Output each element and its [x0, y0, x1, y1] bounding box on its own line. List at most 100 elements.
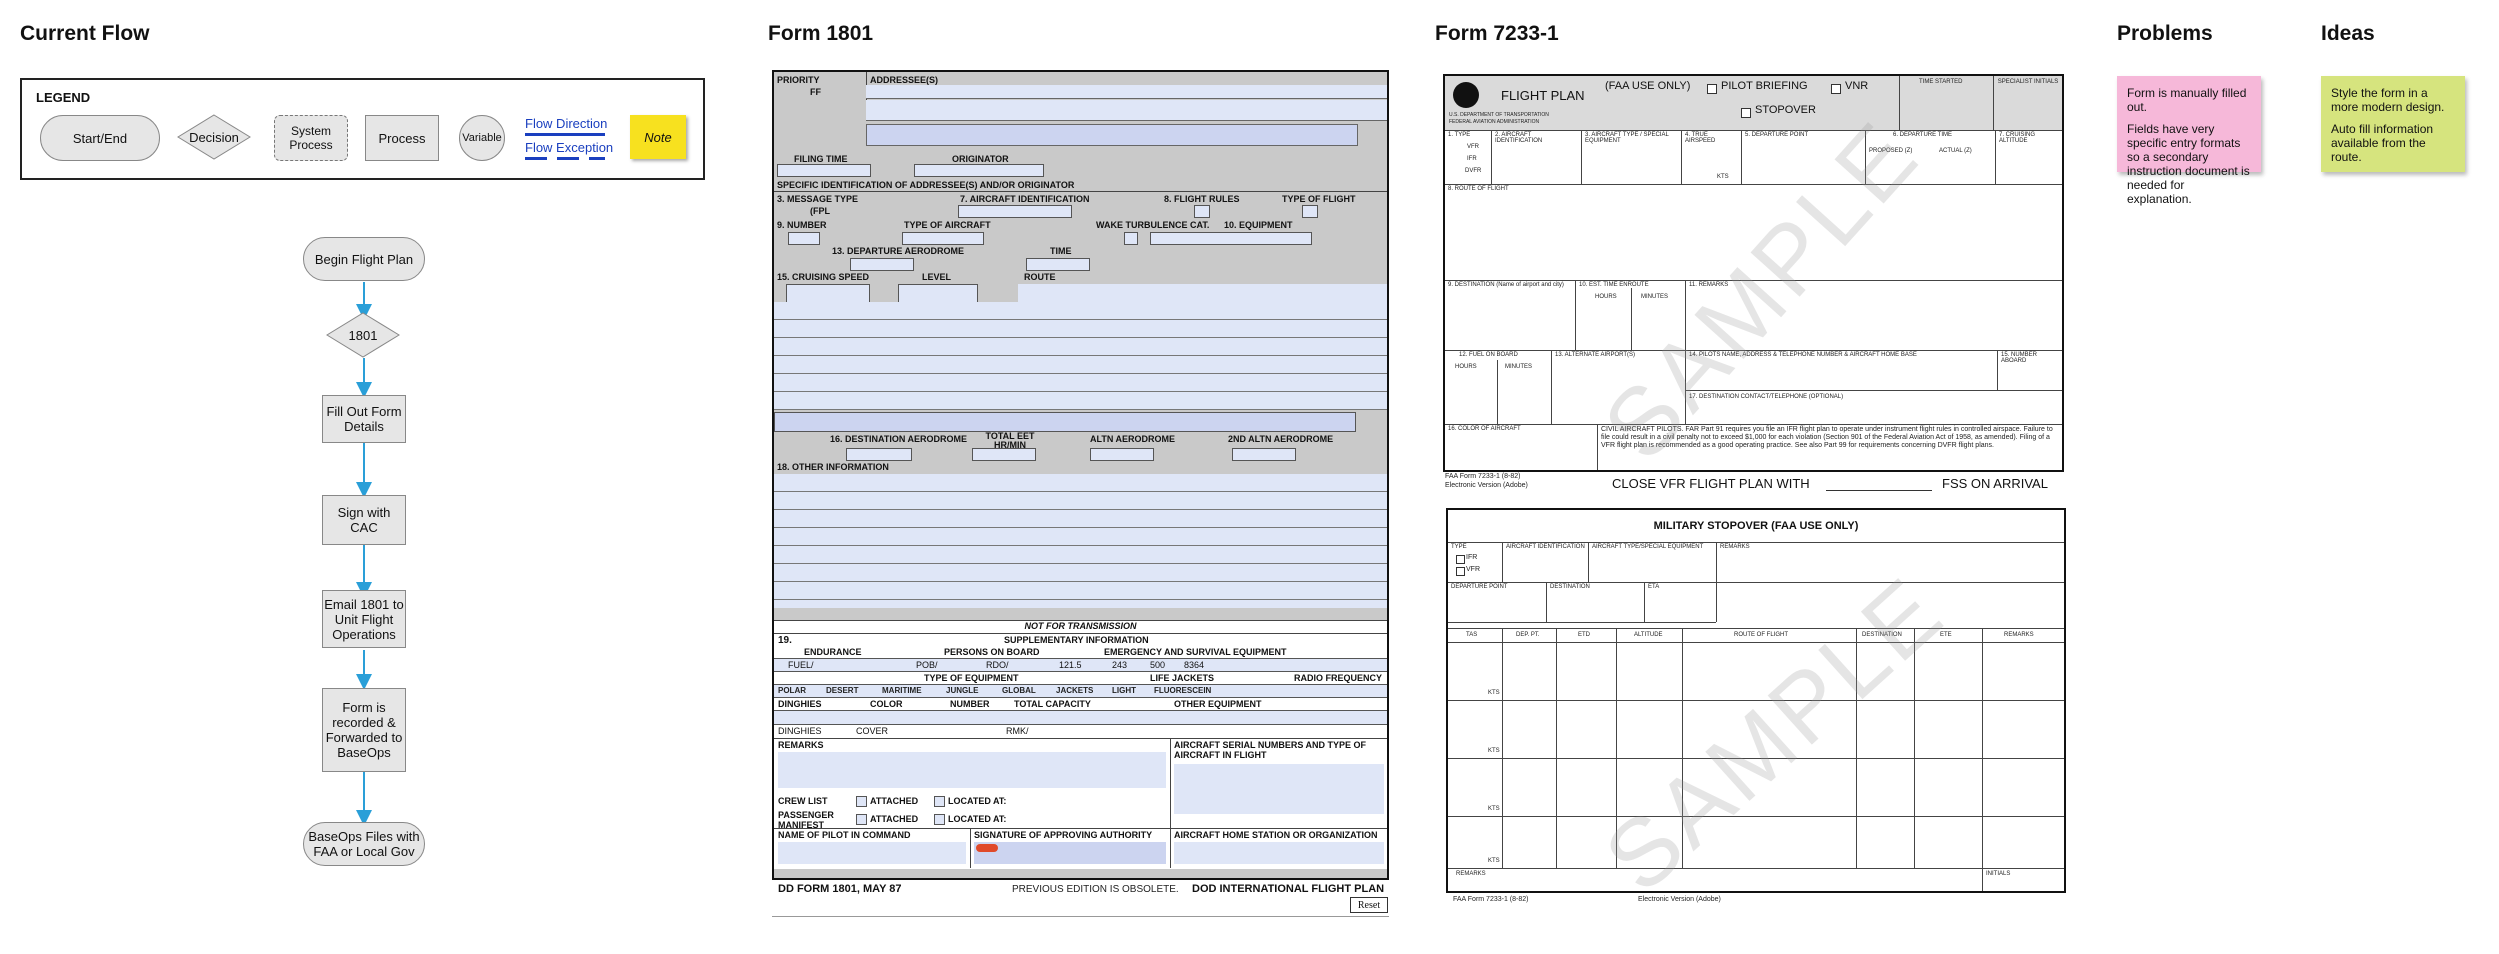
- f1-signature-input[interactable]: [974, 842, 1166, 864]
- f2-aircraft-ident: 2. AIRCRAFT IDENTIFICATION: [1495, 132, 1543, 144]
- problems-line-1: Form is manually filled out.: [2127, 86, 2247, 114]
- f1-level-input[interactable]: [898, 284, 978, 304]
- m-eta: ETA: [1648, 584, 1660, 590]
- f2-pilot-briefing: PILOT BRIEFING: [1721, 80, 1808, 92]
- f1-radio-freq: RADIO FREQUENCY: [1294, 673, 1383, 683]
- f1-pass-located-check[interactable]: [934, 814, 945, 825]
- f1-route-input[interactable]: [1018, 284, 1387, 303]
- f2-fss-input[interactable]: [1826, 490, 1932, 491]
- f1-dinghies2: DINGHIES: [778, 726, 822, 736]
- f1-equipment-input[interactable]: [1150, 232, 1312, 245]
- flow-recorded: Form is recorded & Forwarded to BaseOps: [322, 688, 406, 772]
- legend-system-process: System Process: [274, 115, 348, 161]
- f1-eet-input[interactable]: [972, 448, 1036, 461]
- problems-note: Form is manually filled out. Fields have…: [2117, 76, 2261, 206]
- f1-wake-input[interactable]: [1124, 232, 1138, 245]
- f2-ifr: IFR: [1467, 156, 1477, 162]
- f2-color: 16. COLOR OF AIRCRAFT: [1448, 426, 1521, 432]
- f1-altn2-input[interactable]: [1232, 448, 1296, 461]
- f1-light: LIGHT: [1112, 686, 1136, 695]
- f2-fss: FSS ON ARRIVAL: [1942, 476, 2048, 491]
- f1-reset-button[interactable]: Reset: [1350, 897, 1388, 913]
- f1-other-equipment: OTHER EQUIPMENT: [1174, 699, 1262, 709]
- f1-pilot-name-input[interactable]: [778, 842, 966, 864]
- m-col-5: DESTINATION: [1862, 632, 1902, 638]
- ideas-title: Ideas: [2321, 22, 2375, 45]
- f1-aircraft-id-input[interactable]: [958, 205, 1072, 218]
- f2-dot: U.S. DEPARTMENT OF TRANSPORTATION FEDERA…: [1449, 112, 1549, 125]
- f1-color: COLOR: [870, 699, 903, 709]
- f1-crew-attached-check[interactable]: [856, 796, 867, 807]
- f1-addr-input-1[interactable]: [866, 85, 1387, 99]
- f1-dest-input[interactable]: [846, 448, 912, 461]
- f1-originator: ORIGINATOR: [952, 154, 1009, 164]
- f1-persons: PERSONS ON BOARD: [944, 647, 1040, 657]
- m-type: TYPE: [1451, 544, 1467, 550]
- f1-life-jackets: LIFE JACKETS: [1150, 673, 1215, 683]
- m-vfr-check[interactable]: [1456, 567, 1465, 576]
- f1-departure-input[interactable]: [850, 258, 914, 271]
- m-electronic: Electronic Version (Adobe): [1638, 896, 1721, 903]
- f2-vnr-check[interactable]: [1831, 84, 1841, 94]
- f1-pob: POB/: [916, 660, 938, 670]
- f1-route-last[interactable]: [774, 412, 1356, 432]
- m-col-3: ALTITUDE: [1634, 632, 1663, 638]
- f1-type-of-flight-input[interactable]: [1302, 205, 1318, 218]
- f1-route-area[interactable]: [774, 302, 1387, 410]
- f1-dinghies: DINGHIES: [778, 699, 822, 709]
- f1-addr-input-2[interactable]: [866, 100, 1387, 121]
- f1-home-station-input[interactable]: [1174, 842, 1384, 864]
- flow-fill-out: Fill Out Form Details: [322, 395, 406, 443]
- form1801: PRIORITY FF ADDRESSEE(S) FILING TIME ORI…: [772, 70, 1389, 880]
- f2-fuel-hours: HOURS: [1455, 364, 1477, 370]
- f2-stopover-check[interactable]: [1741, 108, 1751, 118]
- f2-dvfr: DVFR: [1465, 168, 1482, 174]
- legend-title: LEGEND: [36, 90, 91, 105]
- m-remarks2: REMARKS: [1456, 871, 1486, 877]
- form7233: FLIGHT PLAN U.S. DEPARTMENT OF TRANSPORT…: [1443, 74, 2064, 472]
- f1-altn-input[interactable]: [1090, 448, 1154, 461]
- ideas-line-1: Style the form in a more modern design.: [2331, 86, 2445, 114]
- flow-decision-label: 1801: [348, 327, 378, 343]
- f2-pilot-info: 14. PILOTS NAME, ADDRESS & TELEPHONE NUM…: [1689, 352, 1917, 358]
- f2-form-no: FAA Form 7233-1 (8-82): [1445, 473, 1521, 480]
- f1-fpl: (FPL: [810, 206, 830, 216]
- f1-crew-list: CREW LIST: [778, 796, 828, 806]
- f1-attached: ATTACHED: [870, 796, 919, 806]
- f1-addr-input-3[interactable]: [866, 124, 1358, 146]
- f1-serial-input[interactable]: [1174, 764, 1384, 814]
- f1-pass-attached-check[interactable]: [856, 814, 867, 825]
- f1-type-aircraft-input[interactable]: [902, 232, 984, 245]
- m-remarks: REMARKS: [1720, 544, 1750, 550]
- f1-filing-time-input[interactable]: [777, 164, 871, 177]
- f1-crew-located-check[interactable]: [934, 796, 945, 807]
- f1-time-input[interactable]: [1026, 258, 1090, 271]
- problems-line-2: Fields have very specific entry formats …: [2127, 122, 2250, 206]
- legend-process: Process: [365, 115, 439, 161]
- f1-route: ROUTE: [1024, 272, 1056, 282]
- f2-stopover: STOPOVER: [1755, 104, 1816, 116]
- f1-sign-here-icon[interactable]: [976, 844, 998, 852]
- flow-connectors: [356, 282, 372, 826]
- f2-dest-contact: 17. DESTINATION CONTACT/TELEPHONE (OPTIO…: [1689, 394, 1844, 400]
- m-title: MILITARY STOPOVER (FAA USE ONLY): [1653, 520, 1859, 532]
- f1-number-input[interactable]: [788, 232, 820, 245]
- f2-route: 8. ROUTE OF FLIGHT: [1448, 186, 1509, 192]
- f1-total-eet: TOTAL EET HR/MIN: [985, 431, 1035, 450]
- f2-type: 1. TYPE: [1448, 132, 1471, 138]
- f1-maritime: MARITIME: [882, 686, 922, 695]
- f1-aircraft-id: 7. AIRCRAFT IDENTIFICATION: [960, 194, 1090, 204]
- m-ifr-check[interactable]: [1456, 555, 1465, 564]
- f1-total-capacity: TOTAL CAPACITY: [1014, 699, 1091, 709]
- f2-civil: CIVIL AIRCRAFT PILOTS. FAR Part 91 requi…: [1601, 426, 2053, 449]
- f1-flight-rules-input[interactable]: [1194, 205, 1210, 218]
- f1-remarks-input[interactable]: [778, 752, 1166, 788]
- f2-aboard: 15. NUMBER ABOARD: [2001, 352, 2038, 364]
- f2-flight-plan: FLIGHT PLAN: [1501, 88, 1585, 103]
- f1-speed-input[interactable]: [786, 284, 870, 304]
- f1-other-info-area[interactable]: [774, 474, 1387, 608]
- f2-pilot-briefing-check[interactable]: [1707, 84, 1717, 94]
- f1-rdo: RDO/: [986, 660, 1009, 670]
- f2-destination: 9. DESTINATION (Name of airport and city…: [1448, 282, 1564, 288]
- f1-originator-input[interactable]: [914, 164, 1044, 177]
